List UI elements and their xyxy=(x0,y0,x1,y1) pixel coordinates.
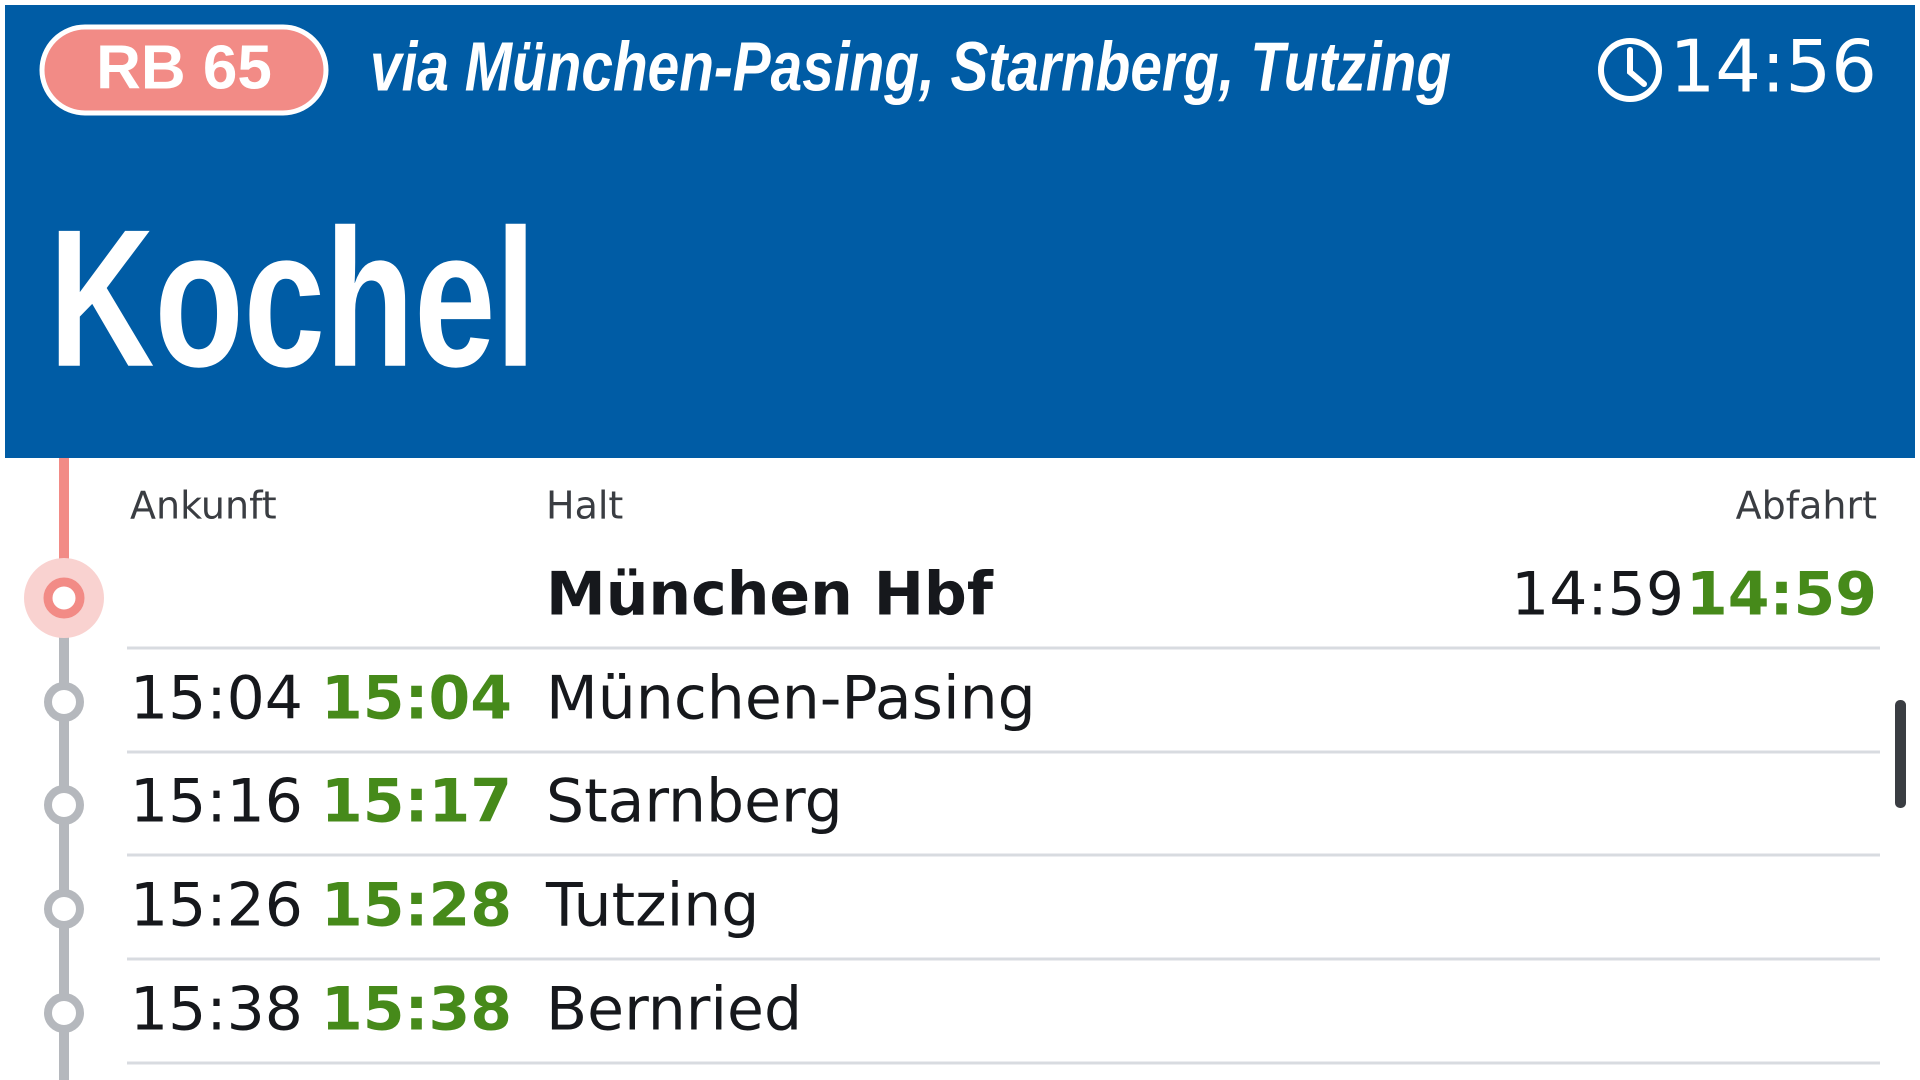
stop-row: 15:16 15:17 Starnberg xyxy=(44,767,1880,857)
stop-row: München Hbf 14:59 14:59 xyxy=(24,558,1880,650)
scheduled-arrival: 15:16 xyxy=(130,767,303,837)
column-header: Abfahrt xyxy=(1736,484,1877,528)
stop-marker xyxy=(44,682,84,722)
actual-arrival: 15:04 xyxy=(321,664,512,734)
actual-arrival: 15:38 xyxy=(321,975,512,1045)
clock-icon xyxy=(1598,38,1662,102)
actual-departure: 14:59 xyxy=(1686,560,1877,630)
stop-name: Starnberg xyxy=(546,767,843,837)
stop-row: 15:38 15:38 Bernried xyxy=(44,975,1880,1065)
stop-marker xyxy=(44,993,84,1033)
stop-marker xyxy=(43,577,85,619)
column-header: Halt xyxy=(546,484,623,528)
stop-list: München Hbf 14:59 14:59 15:04 15:04 München-P… xyxy=(24,558,1880,1065)
scheduled-arrival: 15:04 xyxy=(130,664,303,734)
line-label: RB 65 xyxy=(96,33,272,102)
via-text: via München-Pasing, Starnberg, Tutzing xyxy=(370,27,1451,105)
stop-name: München Hbf xyxy=(546,560,994,630)
destination: Kochel xyxy=(49,189,536,408)
actual-arrival: 15:17 xyxy=(321,767,512,837)
column-header: Ankunft xyxy=(130,484,277,528)
current-time: 14:56 xyxy=(1670,25,1878,109)
stop-name: München-Pasing xyxy=(546,664,1036,734)
scheduled-arrival: 15:38 xyxy=(130,975,303,1045)
stop-row: 15:26 15:28 Tutzing xyxy=(44,871,1880,961)
stop-marker xyxy=(44,889,84,929)
stop-name: Bernried xyxy=(546,975,802,1045)
stop-marker xyxy=(44,785,84,825)
stop-name: Tutzing xyxy=(545,871,759,941)
scheduled-departure: 14:59 xyxy=(1511,560,1684,630)
scrollbar[interactable] xyxy=(1895,700,1906,808)
stop-row: 15:04 15:04 München-Pasing xyxy=(44,664,1880,754)
scheduled-arrival: 15:26 xyxy=(130,871,303,941)
line-badge xyxy=(39,24,329,116)
actual-arrival: 15:28 xyxy=(321,871,512,941)
